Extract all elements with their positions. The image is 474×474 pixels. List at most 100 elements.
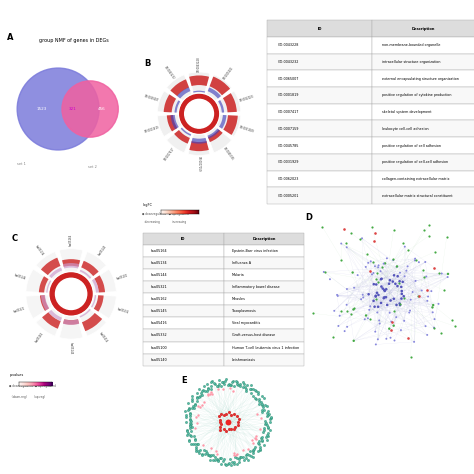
Point — [381, 260, 389, 267]
Point — [243, 381, 251, 389]
Point — [401, 243, 409, 250]
Point — [246, 385, 254, 393]
Point — [236, 455, 243, 463]
Point — [187, 410, 194, 418]
Point — [215, 457, 222, 465]
Point — [258, 406, 266, 413]
Point — [232, 377, 240, 384]
Point — [221, 377, 229, 384]
Point — [186, 413, 194, 420]
Point — [263, 433, 270, 441]
Wedge shape — [79, 252, 106, 280]
Point — [381, 287, 389, 295]
Point — [393, 283, 401, 290]
Wedge shape — [170, 79, 189, 96]
Point — [420, 273, 428, 281]
Point — [198, 392, 205, 399]
Point — [256, 445, 264, 453]
Point — [194, 402, 201, 410]
Point — [264, 423, 272, 430]
Point — [393, 263, 401, 271]
Point — [191, 425, 199, 432]
Point — [396, 300, 403, 307]
Text: GO:0007159: GO:0007159 — [197, 156, 201, 172]
Point — [378, 275, 385, 283]
Point — [377, 267, 384, 275]
Point — [204, 391, 212, 398]
Point — [257, 435, 265, 442]
Point — [251, 394, 259, 401]
Point — [226, 455, 233, 463]
Point — [371, 237, 378, 245]
Wedge shape — [26, 269, 52, 293]
Point — [196, 392, 203, 400]
Point — [255, 400, 263, 408]
Point — [218, 455, 225, 462]
Point — [309, 310, 317, 317]
Point — [228, 461, 235, 469]
Point — [255, 437, 263, 445]
Point — [235, 382, 242, 389]
Point — [350, 284, 358, 292]
Point — [211, 454, 219, 461]
Point — [240, 383, 247, 391]
Point — [187, 432, 195, 440]
Point — [209, 456, 217, 464]
Point — [371, 303, 378, 310]
Point — [193, 394, 201, 402]
Point — [226, 384, 234, 392]
Point — [406, 307, 414, 314]
Point — [244, 445, 252, 452]
Point — [204, 380, 211, 388]
Text: hsa05162: hsa05162 — [34, 332, 45, 344]
Point — [362, 312, 370, 319]
Point — [260, 441, 268, 449]
Point — [218, 378, 226, 386]
Point — [396, 301, 404, 309]
Point — [242, 385, 250, 392]
Text: hsa05332: hsa05332 — [116, 307, 129, 314]
Point — [398, 290, 406, 298]
Point — [254, 391, 262, 398]
Point — [258, 392, 265, 399]
Point — [235, 415, 242, 422]
Point — [237, 383, 244, 390]
Text: hsa05145: hsa05145 — [69, 342, 73, 354]
Point — [192, 414, 200, 421]
Point — [365, 259, 372, 266]
Point — [198, 450, 205, 457]
Point — [191, 440, 199, 447]
Point — [396, 269, 404, 276]
Point — [185, 404, 192, 412]
Point — [373, 281, 380, 288]
Point — [216, 455, 224, 462]
Point — [186, 425, 194, 432]
Point — [359, 291, 366, 299]
Wedge shape — [41, 295, 49, 310]
Text: 1523: 1523 — [36, 107, 46, 111]
Point — [257, 398, 264, 406]
Point — [395, 279, 403, 287]
Point — [381, 286, 388, 294]
Point — [219, 386, 227, 393]
Point — [247, 382, 255, 389]
Point — [232, 451, 239, 459]
Point — [225, 408, 233, 415]
Point — [390, 256, 397, 264]
Point — [256, 446, 264, 454]
Point — [333, 291, 341, 299]
Point — [435, 269, 443, 276]
Point — [237, 454, 244, 461]
Text: GO:0007417: GO:0007417 — [164, 147, 176, 162]
Point — [336, 312, 344, 319]
Point — [424, 286, 431, 294]
Point — [319, 223, 326, 231]
Wedge shape — [46, 280, 51, 293]
Point — [431, 248, 439, 255]
Text: ● downregulated   ● upregulated: ● downregulated ● upregulated — [142, 212, 189, 216]
Point — [264, 424, 272, 431]
Point — [330, 307, 338, 315]
Point — [365, 291, 373, 298]
Point — [443, 234, 450, 241]
Point — [256, 425, 264, 433]
